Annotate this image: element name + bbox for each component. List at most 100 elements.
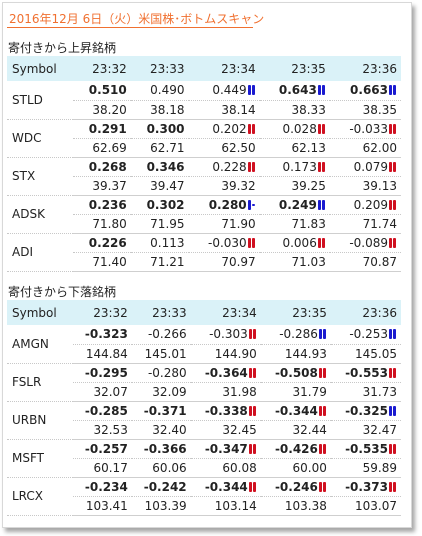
change-value: 0.236 <box>88 197 127 212</box>
red-double-bar-icon <box>389 367 397 378</box>
change-value: -0.426 <box>274 441 318 456</box>
price-cell: 59.89 <box>330 458 401 478</box>
change-cell: -0.257 <box>73 439 132 459</box>
price-cell: 32.44 <box>260 420 331 440</box>
price-cell: 103.14 <box>190 496 261 516</box>
price-cell: 39.13 <box>329 176 401 196</box>
red-double-bar-icon <box>248 329 257 340</box>
change-value: 0.228 <box>212 159 247 174</box>
change-value: -0.246 <box>274 479 318 494</box>
symbol-cell: URBN <box>7 401 73 440</box>
change-value: -0.303 <box>209 327 248 342</box>
change-value: -0.266 <box>147 327 187 342</box>
change-cell: -0.242 <box>131 477 191 497</box>
section-title-gainers: 寄付きから上昇銘柄 <box>8 41 117 55</box>
change-value: -0.030 <box>207 235 247 250</box>
red-double-bar-icon <box>248 443 257 454</box>
red-double-bar-icon <box>317 237 326 248</box>
change-value: 0.291 <box>88 121 127 136</box>
price-cell: 39.47 <box>130 176 189 196</box>
price-cell: 71.03 <box>259 252 330 272</box>
price-row: 71.80 71.95 71.90 71.83 71.74 <box>7 214 401 234</box>
change-value: 0.006 <box>282 235 317 250</box>
change-value: -0.347 <box>204 441 248 456</box>
price-cell: 38.33 <box>259 100 330 120</box>
change-cell: -0.234 <box>73 477 132 497</box>
change-cell: 0.302 <box>130 195 189 215</box>
change-value: 0.302 <box>146 197 185 212</box>
change-cell: 0.643 <box>259 81 330 101</box>
change-cell: -0.266 <box>131 325 191 345</box>
price-cell: 145.05 <box>330 344 401 364</box>
symbol-cell: ADSK <box>7 195 73 234</box>
price-row: 38.20 38.18 38.14 38.33 38.35 <box>7 100 401 120</box>
change-cell: -0.286 <box>260 325 331 345</box>
table-row: STX 0.268 0.346 0.228 0.173 0.079 <box>7 157 401 196</box>
price-row: 144.84 145.01 144.90 144.93 145.05 <box>7 344 401 364</box>
change-value: -0.553 <box>345 365 388 380</box>
red-double-bar-icon <box>247 123 256 134</box>
column-header-time: 23:32 <box>73 56 131 81</box>
change-cell: -0.364 <box>190 363 261 383</box>
column-header-time: 23:36 <box>330 300 401 325</box>
price-cell: 38.14 <box>188 100 260 120</box>
change-cell: -0.295 <box>73 363 132 383</box>
change-value: -0.325 <box>345 403 388 418</box>
price-cell: 31.98 <box>190 382 261 402</box>
change-value: -0.323 <box>84 327 128 342</box>
change-cell: -0.373 <box>330 477 401 497</box>
change-cell: -0.347 <box>190 439 261 459</box>
symbol-cell: FSLR <box>7 363 73 402</box>
change-cell: 0.249 <box>259 195 330 215</box>
change-value: -0.535 <box>345 441 388 456</box>
symbol-cell: LRCX <box>7 477 73 516</box>
change-value: 0.209 <box>353 197 388 212</box>
scan-panel: 2016年12月 6日（火）米国株･ボトムスキャン 寄付きから上昇銘柄 Symb… <box>2 2 412 528</box>
column-header-time: 23:36 <box>329 56 401 81</box>
red-double-bar-icon <box>389 199 397 210</box>
change-cell: 0.280 <box>188 195 260 215</box>
change-value: -0.295 <box>84 365 128 380</box>
blue-double-bar-icon <box>389 85 397 96</box>
table-row: STLD 0.510 0.490 0.449 0.643 0.663 <box>7 81 401 120</box>
price-cell: 144.93 <box>260 344 331 364</box>
column-header-time: 23:33 <box>131 300 191 325</box>
symbol-cell: AMGN <box>7 325 73 364</box>
change-cell: -0.246 <box>260 477 331 497</box>
change-value: -0.280 <box>147 365 187 380</box>
change-value: 0.249 <box>278 197 317 212</box>
change-value: 0.280 <box>208 197 247 212</box>
change-value: -0.253 <box>349 327 388 342</box>
red-double-bar-icon <box>389 237 397 248</box>
page-title: 2016年12月 6日（火）米国株･ボトムスキャン <box>9 12 265 26</box>
price-cell: 38.20 <box>73 100 131 120</box>
price-cell: 60.06 <box>131 458 191 478</box>
change-cell: -0.553 <box>330 363 401 383</box>
losers-table: Symbol 23:32 23:33 23:34 23:35 23:36 AMGN -0.32… <box>7 300 401 516</box>
change-value: 0.449 <box>212 83 247 98</box>
price-cell: 62.69 <box>73 138 131 158</box>
change-cell: 0.113 <box>130 233 189 253</box>
price-row: 32.53 32.40 32.45 32.44 32.47 <box>7 420 401 440</box>
change-cell: -0.344 <box>190 477 261 497</box>
column-header-time: 23:34 <box>190 300 261 325</box>
change-value: 0.226 <box>88 235 127 250</box>
change-cell: -0.285 <box>73 401 132 421</box>
price-cell: 39.32 <box>188 176 260 196</box>
change-cell: 0.028 <box>259 119 330 139</box>
price-cell: 144.84 <box>73 344 132 364</box>
change-cell: 0.236 <box>73 195 131 215</box>
change-value: -0.257 <box>84 441 128 456</box>
blue-double-bar-icon <box>389 405 397 416</box>
change-value: 0.113 <box>150 235 185 250</box>
change-value: -0.089 <box>349 235 388 250</box>
change-value: 0.643 <box>278 83 317 98</box>
change-cell: 0.226 <box>73 233 131 253</box>
change-cell: -0.426 <box>260 439 331 459</box>
price-cell: 39.25 <box>259 176 330 196</box>
table-row: WDC 0.291 0.300 0.202 0.028 -0.033 <box>7 119 401 158</box>
price-cell: 32.53 <box>73 420 132 440</box>
price-cell: 71.83 <box>259 214 330 234</box>
price-cell: 103.41 <box>73 496 132 516</box>
price-cell: 62.13 <box>259 138 330 158</box>
